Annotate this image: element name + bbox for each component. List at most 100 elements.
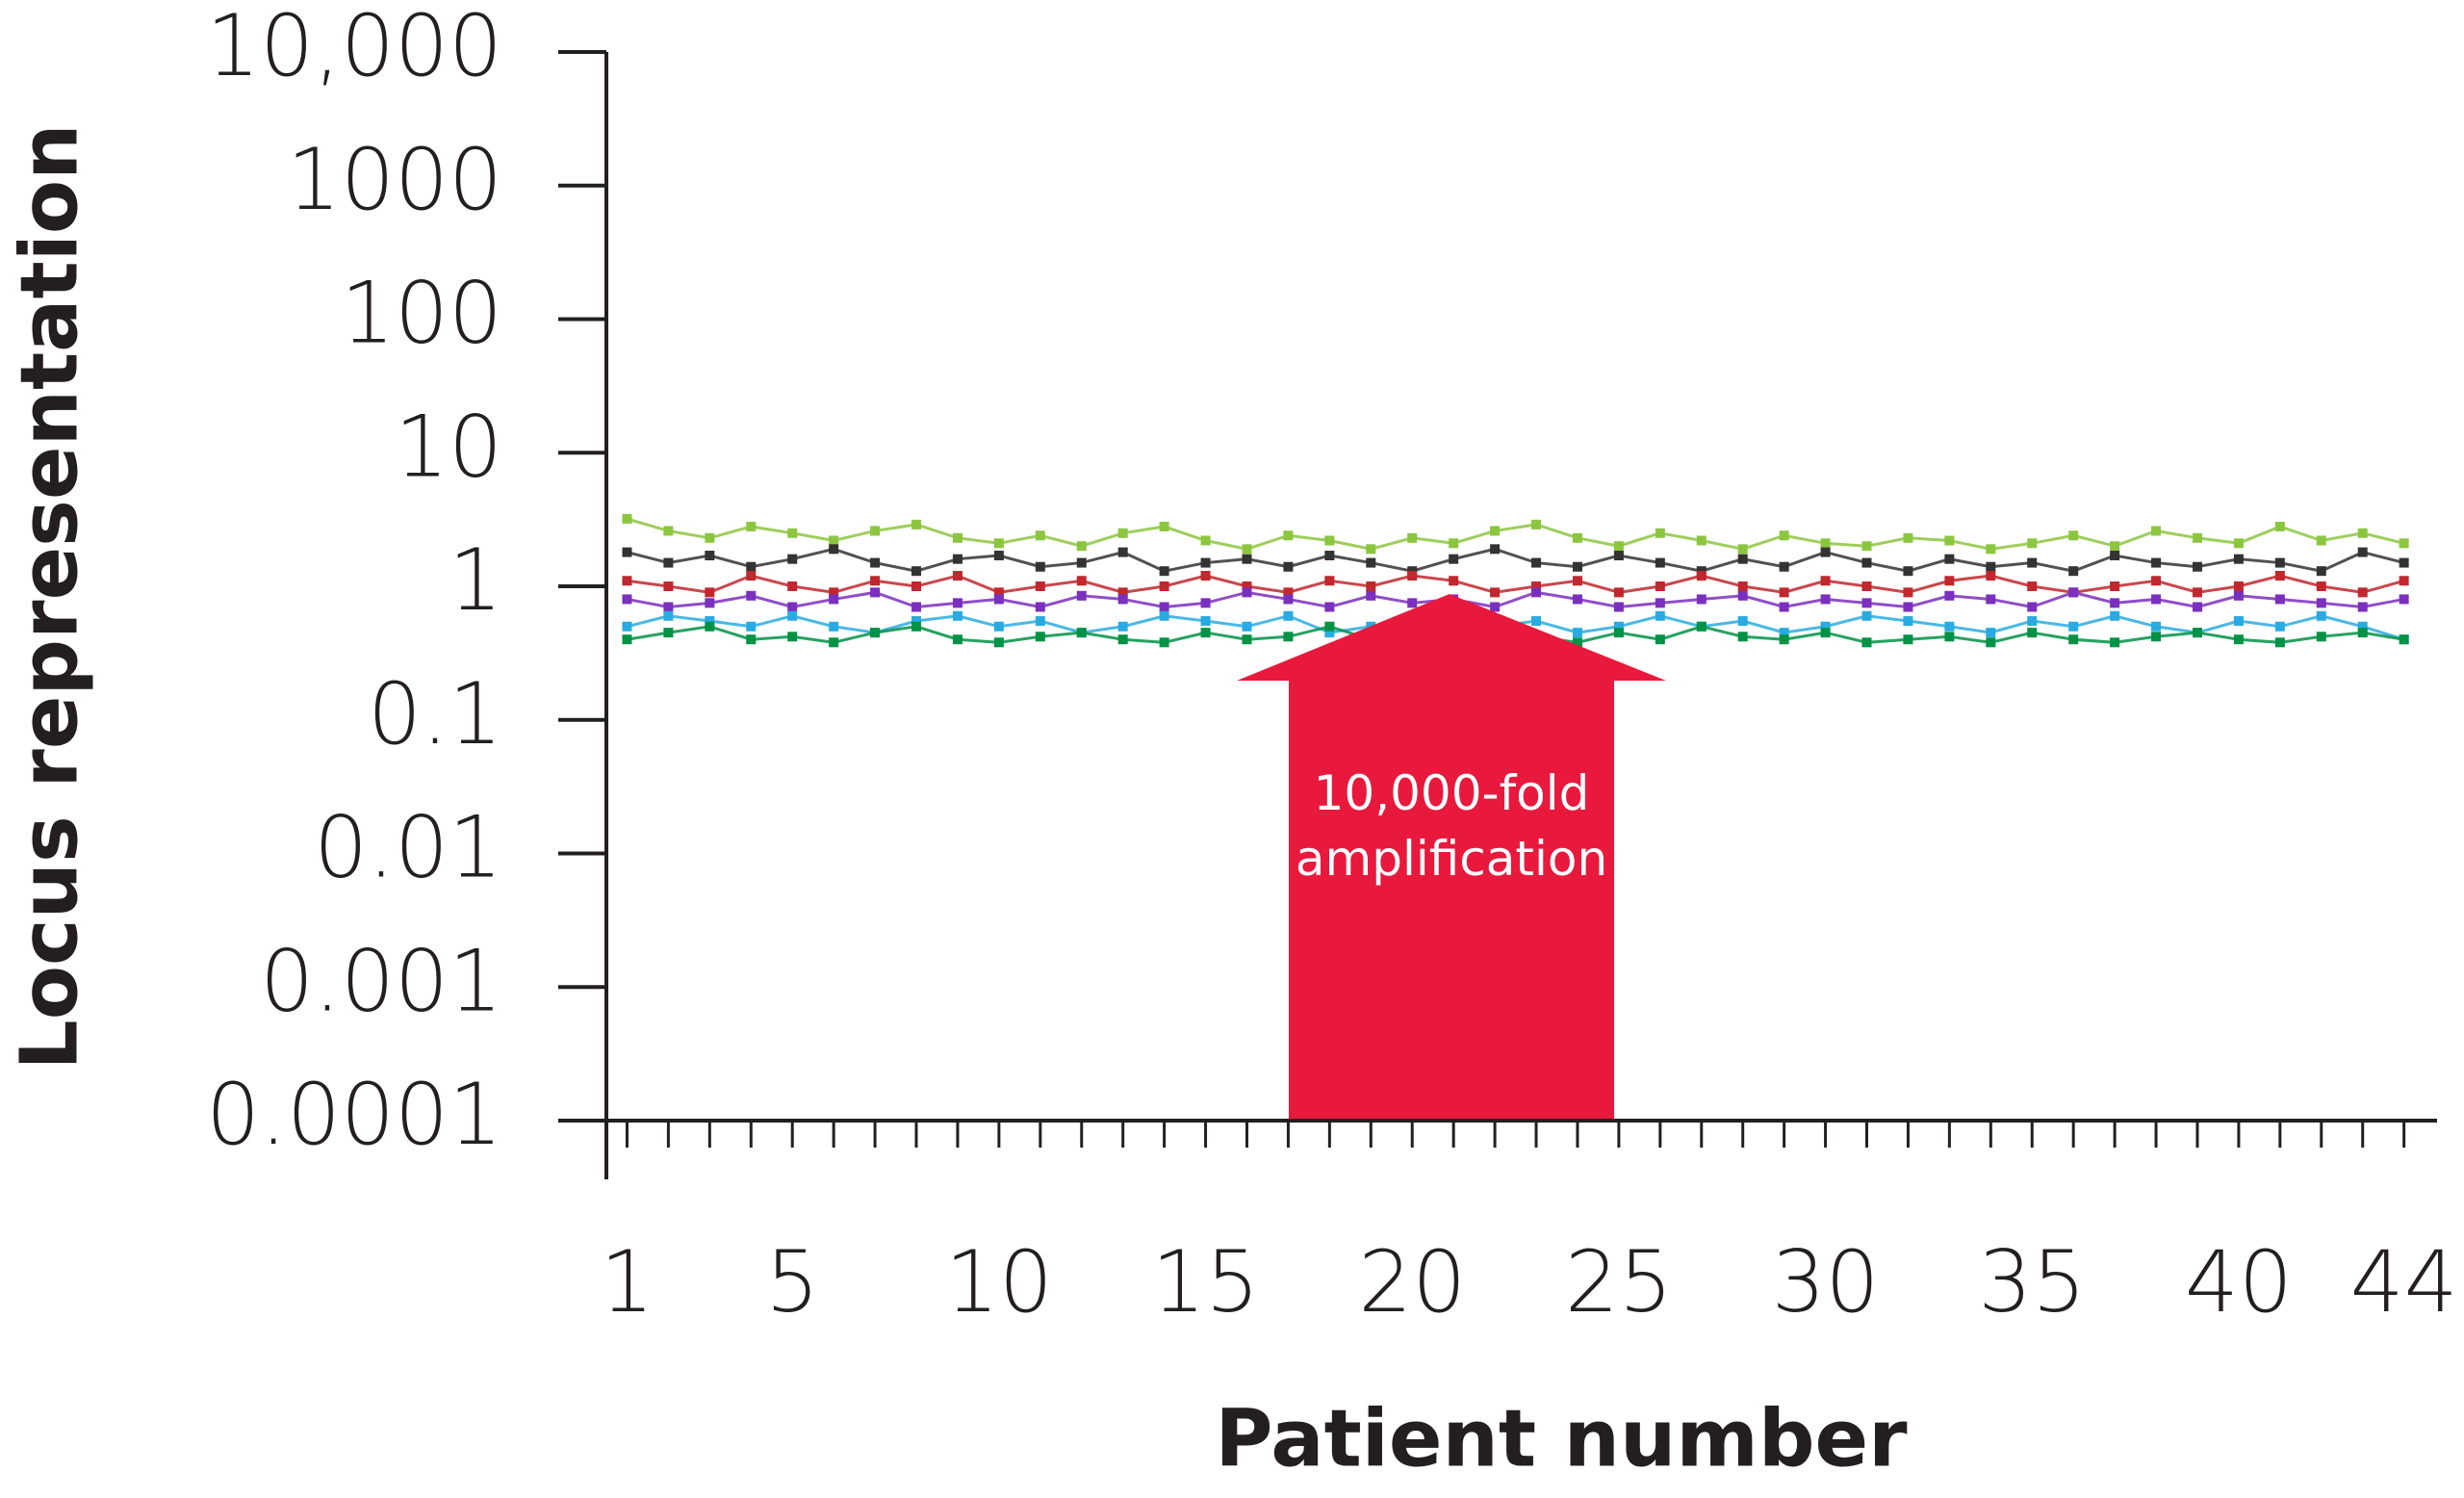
data-point xyxy=(1944,535,1955,546)
data-point xyxy=(705,551,715,561)
data-point xyxy=(2233,554,2244,564)
data-point xyxy=(622,513,632,524)
data-point xyxy=(1531,519,1542,529)
data-point xyxy=(1076,628,1087,638)
y-tick-label: 10 xyxy=(395,397,502,496)
y-tick-label: 100 xyxy=(341,264,502,363)
data-point xyxy=(2316,535,2326,546)
data-point xyxy=(1324,628,1335,638)
data-point xyxy=(1324,551,1335,561)
annotation: 10,000-fold amplification xyxy=(1295,765,1608,887)
data-point xyxy=(2151,526,2162,536)
data-point xyxy=(1490,587,1501,598)
data-point xyxy=(705,598,715,608)
x-axis-title: Patient number xyxy=(1215,1393,1908,1485)
data-point xyxy=(1737,590,1748,601)
data-point xyxy=(2316,610,2326,621)
data-point xyxy=(1449,576,1459,586)
data-point xyxy=(663,628,674,638)
data-point xyxy=(1283,587,1294,598)
data-point xyxy=(1490,544,1501,555)
data-point xyxy=(1986,637,1996,648)
data-point xyxy=(2192,561,2202,572)
data-point xyxy=(2316,598,2326,608)
data-point xyxy=(787,610,798,621)
data-point xyxy=(1820,628,1831,638)
data-point xyxy=(1283,610,1294,621)
data-point xyxy=(1200,598,1211,608)
data-point xyxy=(870,587,881,598)
data-point xyxy=(1903,602,1913,612)
data-point xyxy=(952,571,962,581)
data-point xyxy=(2274,637,2285,648)
data-point xyxy=(2357,587,2368,598)
data-point xyxy=(2068,566,2079,577)
data-point xyxy=(1613,587,1624,598)
data-point xyxy=(746,634,757,645)
data-point xyxy=(1737,554,1748,564)
data-point xyxy=(1903,532,1913,543)
data-point xyxy=(1820,576,1831,586)
data-point xyxy=(663,557,674,568)
data-point xyxy=(1117,547,1128,557)
data-point xyxy=(2110,637,2120,648)
data-point xyxy=(1613,621,1624,632)
data-point xyxy=(1076,557,1087,568)
data-point xyxy=(1655,557,1665,568)
data-point xyxy=(663,526,674,536)
data-point xyxy=(1159,637,1169,648)
data-point xyxy=(1986,561,1996,572)
data-point xyxy=(1076,541,1087,552)
data-point xyxy=(1903,634,1913,645)
data-point xyxy=(1076,590,1087,601)
data-point xyxy=(746,571,757,581)
data-point xyxy=(1986,594,1996,605)
x-tick-label: 25 xyxy=(1565,1232,1673,1331)
data-point xyxy=(1572,628,1582,638)
data-point xyxy=(1861,637,1872,648)
series-line xyxy=(627,517,2405,551)
data-point xyxy=(870,557,881,568)
data-point xyxy=(663,602,674,612)
arrow xyxy=(1237,594,1666,1121)
data-point xyxy=(1861,541,1872,552)
data-point xyxy=(2274,621,2285,632)
data-point xyxy=(1572,637,1582,648)
data-point xyxy=(705,532,715,543)
data-point xyxy=(2110,610,2120,621)
data-point xyxy=(1737,544,1748,555)
data-point xyxy=(1531,616,1542,627)
y-axis-title: Locus representation xyxy=(4,123,95,1070)
data-point xyxy=(1366,581,1376,591)
data-point xyxy=(2357,528,2368,538)
data-point xyxy=(1655,528,1665,538)
data-point xyxy=(1117,621,1128,632)
data-point xyxy=(2068,621,2079,632)
data-point xyxy=(1324,621,1335,632)
data-point xyxy=(2274,594,2285,605)
data-point xyxy=(2233,634,2244,645)
data-point xyxy=(2274,557,2285,568)
data-point xyxy=(1035,602,1045,612)
data-point xyxy=(1076,576,1087,586)
x-tick-label: 1 xyxy=(600,1232,654,1331)
data-point xyxy=(1655,581,1665,591)
data-point xyxy=(829,544,839,555)
data-point xyxy=(1944,576,1955,586)
data-point xyxy=(1035,632,1045,642)
data-point xyxy=(1366,544,1376,555)
data-point xyxy=(1696,571,1707,581)
data-point xyxy=(1903,616,1913,627)
data-point xyxy=(952,532,962,543)
data-point xyxy=(952,598,962,608)
data-point xyxy=(993,551,1004,561)
x-tick-label: 15 xyxy=(1152,1232,1260,1331)
data-point xyxy=(1531,587,1542,598)
data-point xyxy=(2110,541,2120,552)
data-point xyxy=(2357,628,2368,638)
data-point xyxy=(1986,628,1996,638)
data-point xyxy=(2027,538,2038,549)
data-point xyxy=(2233,616,2244,627)
series-line xyxy=(627,590,2404,609)
